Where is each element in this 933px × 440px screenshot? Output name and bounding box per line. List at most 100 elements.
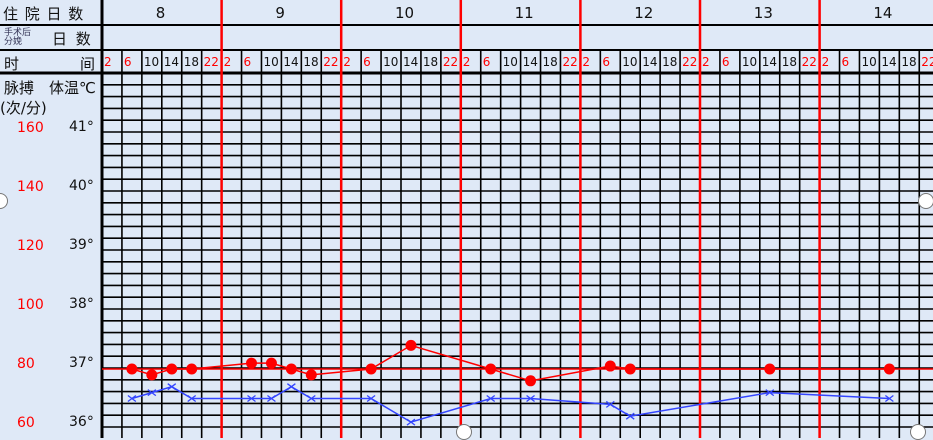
day-label: 12 [634,4,654,22]
pulse-point [405,339,417,351]
temperature-point [884,394,894,403]
time-slot-label: 14 [881,55,897,69]
time-slot-label: 10 [861,55,877,69]
time-slot-label: 10 [143,55,160,69]
time-slot-label: 10 [741,55,758,69]
pulse-point [285,363,297,375]
time-slot-label: 2 [223,55,232,69]
temperature-point [247,394,256,403]
time-slot-label: 10 [383,55,399,69]
temperature-point [267,394,276,403]
temp-tick: 38° [69,296,94,312]
pulse-tick: 60 [17,415,35,431]
pulse-point [265,357,277,369]
time-slot-label: 22 [203,55,219,69]
temperature-point [406,418,416,426]
pulse-point [624,363,636,375]
time-slot-label: 6 [602,55,610,69]
pulse-tick: 120 [17,238,44,254]
pulse-tick: 80 [17,356,35,372]
pulse-tick: 160 [17,120,44,136]
pulse-point [883,363,895,375]
postop-label-top: 手术后 [4,28,32,38]
time-slot-label: 2 [462,55,471,69]
temperature-point [167,383,177,391]
pulse-label: 脉搏 [4,79,35,97]
day-label: 13 [753,4,773,22]
time-slot-label: 22 [801,55,817,69]
pulse-point [246,357,257,369]
time-slot-label: 6 [123,55,132,69]
temperature-point [187,394,197,403]
time-slot-label: 18 [303,55,319,69]
time-slot-label: 2 [821,55,830,69]
time-slot-label: 6 [363,55,371,69]
time-slot-label: 6 [482,55,491,69]
time-slot-label: 2 [702,55,710,69]
time-slot-label: 10 [263,55,279,69]
time-slot-label: 18 [422,55,439,69]
time-slot-label: 18 [183,55,199,69]
time-slot-label: 10 [622,55,638,69]
temp-tick: 36° [69,414,94,430]
time-slot-label: 14 [163,55,180,69]
temperature-point [526,394,535,403]
pulse-point [126,363,138,375]
pulse-point [146,369,158,381]
pulse-point [365,363,377,375]
pulse-series-line [131,344,890,382]
temperature-point [486,394,496,403]
time-slot-label: 18 [662,55,678,69]
time-slot-label: 22 [442,55,459,69]
time-slot-label: 6 [721,55,730,69]
pulse-point [604,360,616,372]
day-label: 8 [155,4,166,22]
temperature-point [366,394,376,403]
time-slot-label: 14 [761,55,778,69]
postop-days-label: 日 数 [52,30,93,48]
temp-tick: 39° [69,237,94,253]
time-slot-label: 18 [901,55,917,69]
time-slot-label: 2 [104,55,112,69]
time-slot-label: 14 [522,55,538,69]
time-slot-label: 6 [243,55,252,69]
temperature-point [306,394,316,403]
time-slot-label: 14 [403,55,419,69]
day-label: 9 [275,4,285,22]
pulse-point [764,363,776,375]
time-slot-label: 18 [542,55,558,69]
pulse-point [525,375,537,387]
temp-tick: 41° [69,119,94,135]
postop-label-bottom: 分娩 [4,37,23,47]
pulse-point [305,369,317,381]
time-label-right: 间 [80,55,96,73]
time-slot-label: 18 [781,55,797,69]
time-slot-label: 14 [283,55,299,69]
pulse-tick: 140 [17,179,44,195]
day-label: 11 [514,4,534,22]
temp-tick: 37° [69,355,94,371]
day-label: 10 [395,4,415,22]
pulse-tick: 100 [17,297,44,313]
temperature-point [605,400,615,408]
time-slot-label: 22 [562,55,578,69]
time-slot-label: 14 [642,55,658,69]
temperature-point [127,394,137,403]
temp-tick: 40° [69,178,94,194]
time-slot-label: 22 [682,55,698,69]
time-slot-label: 2 [582,55,591,69]
time-slot-label: 2 [343,55,351,69]
day-label: 14 [873,4,893,22]
temperature-point [147,389,157,397]
temperature-series-line [131,385,890,423]
time-slot-label: 6 [841,55,850,69]
pulse-unit: (次/分) [0,99,47,117]
pulse-point [485,363,497,375]
temperature-point [625,412,635,420]
resize-handle-right[interactable] [918,193,933,209]
hospital-days-label: 住 院 日 数 [3,5,85,23]
temp-label: 体温℃ [49,79,96,97]
temperature-point [286,383,296,391]
pulse-point [166,363,178,375]
